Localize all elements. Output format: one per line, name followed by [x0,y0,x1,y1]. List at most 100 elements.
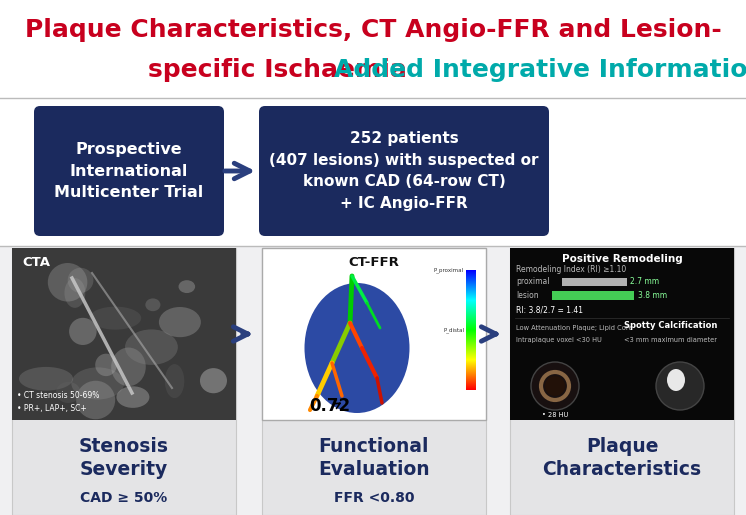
Bar [466,325,476,326]
Bar [562,278,627,286]
Bar [466,274,476,275]
Bar [466,342,476,343]
Bar [466,341,476,342]
Bar [466,340,476,341]
Bar [466,361,476,362]
Text: specific Ischaemia: specific Ischaemia [148,58,416,82]
Bar [466,343,476,344]
Circle shape [656,362,704,410]
Ellipse shape [667,369,685,391]
Text: Prospective
International
Multicenter Trial: Prospective International Multicenter Tr… [54,142,204,200]
Bar [466,366,476,367]
Text: Positive Remodeling: Positive Remodeling [562,254,683,264]
Text: Added Integrative Information: Added Integrative Information [334,58,746,82]
Bar [262,248,486,515]
Bar [466,284,476,285]
Bar [466,290,476,291]
Bar [466,380,476,381]
Bar [466,355,476,356]
Bar [466,308,476,309]
Bar [466,336,476,337]
Text: • CT stenosis 50-69%: • CT stenosis 50-69% [17,391,99,401]
Bar [466,347,476,348]
Bar [466,339,476,340]
Ellipse shape [76,381,115,419]
Bar [12,248,236,515]
Bar [466,306,476,307]
Bar [466,316,476,317]
Bar [466,344,476,345]
Text: • 28 HU: • 28 HU [542,412,568,418]
Bar [466,322,476,323]
Bar [466,386,476,387]
Ellipse shape [64,278,85,308]
Bar [466,338,476,339]
Text: P_distal: P_distal [443,327,464,333]
Bar [466,311,476,312]
Bar [466,370,476,371]
Bar [466,328,476,329]
Bar [466,298,476,299]
Ellipse shape [19,367,73,390]
Bar [466,329,476,330]
Bar [466,281,476,282]
Bar [466,303,476,304]
Bar [466,357,476,358]
Bar [466,289,476,290]
Bar [466,383,476,384]
Bar [466,387,476,388]
Bar [466,351,476,352]
Ellipse shape [200,368,227,393]
Circle shape [545,376,565,396]
Bar [466,271,476,272]
Bar [466,302,476,303]
Bar [466,389,476,390]
Ellipse shape [68,268,93,293]
Ellipse shape [111,348,145,386]
Bar [466,346,476,347]
Bar [466,360,476,361]
Ellipse shape [178,280,195,293]
Bar [466,324,476,325]
Bar [466,307,476,308]
Text: proximal: proximal [516,278,550,286]
Bar [466,378,476,379]
Bar [466,321,476,322]
Bar [466,323,476,324]
Bar [466,331,476,332]
Ellipse shape [69,318,97,345]
Bar [466,374,476,375]
Bar [466,367,476,368]
Bar [466,375,476,376]
Text: 0.72: 0.72 [310,397,351,415]
Text: Stenosis
Severity: Stenosis Severity [79,437,169,479]
Bar [12,248,236,420]
Bar [466,371,476,372]
Bar [466,280,476,281]
Ellipse shape [159,307,201,337]
Bar [466,297,476,298]
Bar [466,332,476,333]
Bar [0,0,746,98]
Bar [466,385,476,386]
Bar [466,372,476,373]
Bar [510,248,734,515]
Bar [466,305,476,306]
Bar [466,350,476,351]
Bar [466,272,476,273]
Text: 252 patients
(407 lesions) with suspected or
known CAD (64-row CT)
+ IC Angio-FF: 252 patients (407 lesions) with suspecte… [269,131,539,211]
Bar [466,373,476,374]
Bar [466,377,476,378]
Bar [466,275,476,276]
Bar [466,314,476,315]
Bar [466,276,476,277]
Bar [466,327,476,328]
Bar [466,379,476,380]
Text: 2.7 mm: 2.7 mm [630,278,659,286]
Bar [466,295,476,296]
Bar [466,279,476,280]
Ellipse shape [90,306,141,330]
Bar [466,354,476,355]
Bar [466,382,476,383]
Text: CT-FFR: CT-FFR [348,255,399,268]
